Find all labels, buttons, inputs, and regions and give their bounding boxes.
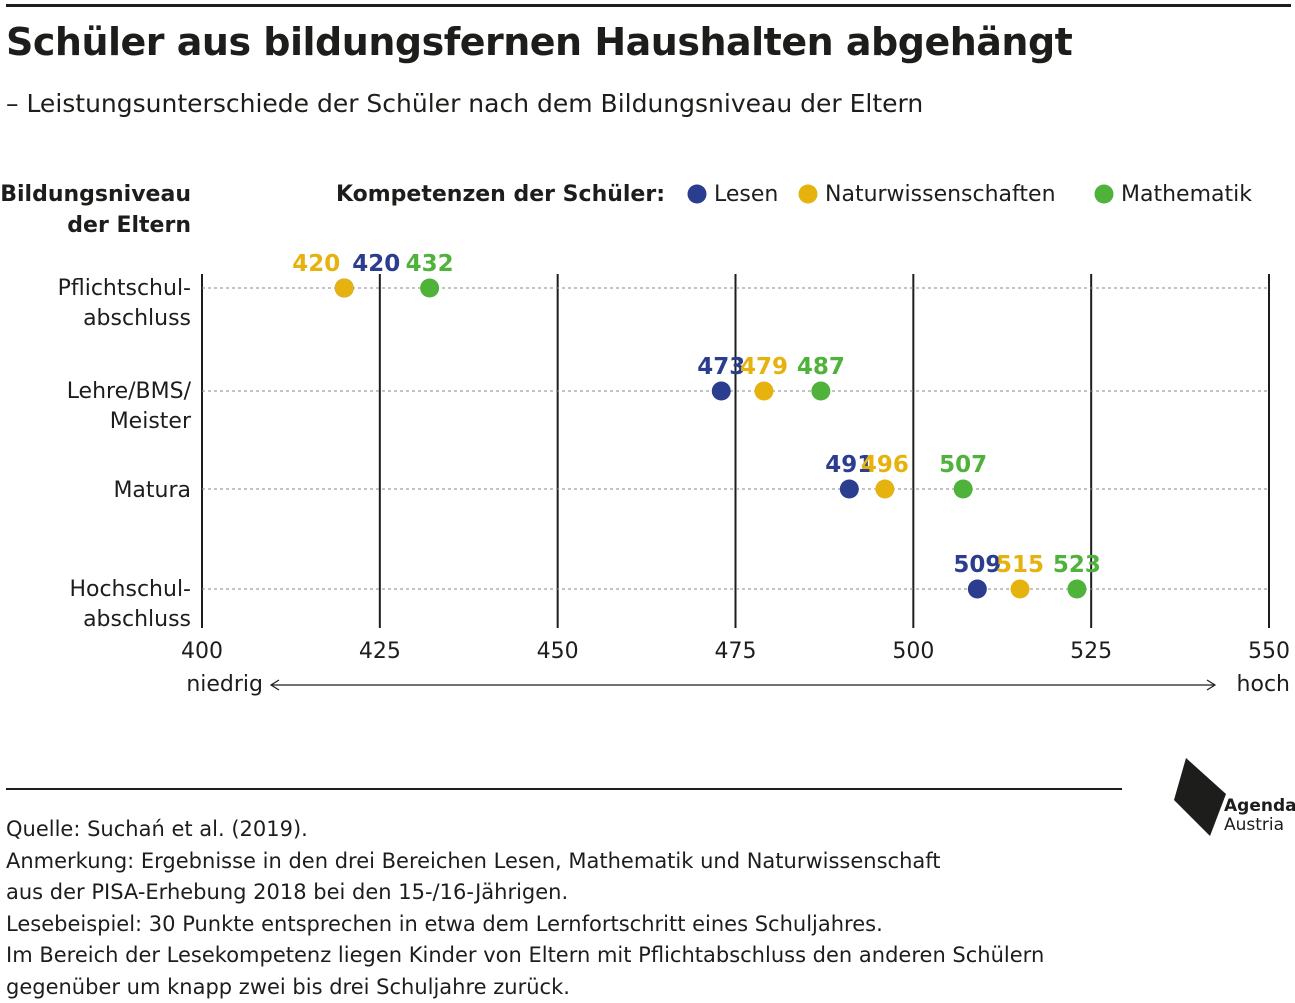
data-label: 432 [406,251,454,277]
source-line: Quelle: Suchań et al. (2019). [6,814,1156,846]
data-point [1067,580,1086,599]
data-point [968,580,987,599]
data-point [1011,580,1030,599]
note-line: Lesebeispiel: 30 Punkte entsprechen in e… [6,909,1156,941]
category-label: Hochschul- [69,577,191,602]
note-line: aus der PISA-Erhebung 2018 bei den 15-/1… [6,877,1156,909]
data-point [811,382,830,401]
data-point [712,382,731,401]
data-label: 420 [352,251,400,277]
x-high-label: hoch [1237,672,1290,697]
category-label: abschluss [83,607,191,632]
data-label: 496 [861,452,909,478]
data-point [954,480,973,499]
y-axis-title: der Eltern [67,213,191,238]
dot-plot-chart: Bildungsniveau der Eltern Kompetenzen der … [0,0,1295,760]
legend-marker [799,185,818,204]
note-line: Im Bereich der Lesekompetenz liegen Kind… [6,940,1156,972]
logo-line-2: Austria [1224,816,1295,835]
legend-title: Kompetenzen der Schüler: [336,182,665,207]
x-tick-label: 550 [1248,639,1290,664]
legend-label: Mathematik [1121,182,1252,207]
data-label: 515 [996,552,1044,578]
legend-marker [688,185,707,204]
note-line: gegenüber um knapp zwei bis drei Schulja… [6,972,1156,1003]
category-label: Meister [110,409,192,434]
data-label: 509 [953,552,1001,578]
logo-text: Agenda Austria [1224,797,1295,835]
x-low-label: niedrig [186,672,263,697]
data-label: 523 [1053,552,1101,578]
data-label: 473 [697,354,745,380]
data-point [335,279,354,298]
x-tick-label: 425 [359,639,401,664]
footer-notes: Quelle: Suchań et al. (2019). Anmerkung:… [6,814,1156,1003]
x-tick-label: 475 [715,639,757,664]
x-tick-label: 525 [1070,639,1112,664]
x-tick-label: 400 [181,639,223,664]
data-point [420,279,439,298]
footer-rule [6,788,1122,790]
data-point [754,382,773,401]
data-label: 487 [797,354,845,380]
logo-line-1: Agenda [1224,797,1295,816]
category-label: Lehre/BMS/ [67,379,192,404]
data-label: 420 [292,251,340,277]
data-label: 507 [939,452,987,478]
note-line: Anmerkung: Ergebnisse in den drei Bereic… [6,846,1156,878]
y-axis-title: Bildungsniveau [0,182,191,207]
category-label: Pflichtschul- [58,276,191,301]
data-point [840,480,859,499]
category-label: abschluss [83,306,191,331]
data-point [875,480,894,499]
legend-label: Lesen [714,182,778,207]
category-label: Matura [113,478,191,503]
data-label: 479 [740,354,788,380]
x-tick-label: 500 [892,639,934,664]
legend-label: Naturwissenschaften [825,182,1056,207]
legend-marker [1095,185,1114,204]
x-tick-label: 450 [537,639,579,664]
